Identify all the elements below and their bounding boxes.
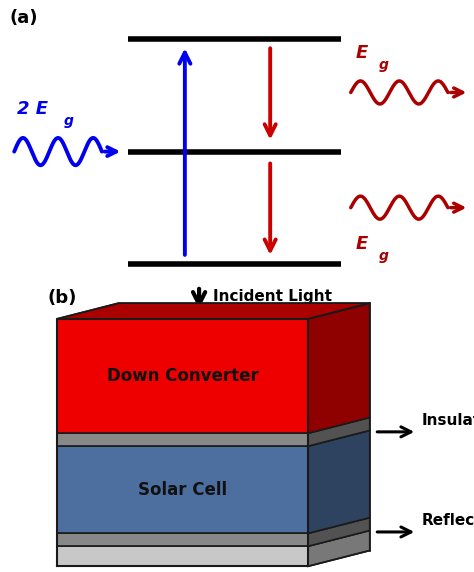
Text: E: E bbox=[356, 235, 368, 253]
Bar bbox=[57, 434, 308, 446]
Text: Incident Light: Incident Light bbox=[213, 288, 332, 304]
Text: g: g bbox=[64, 114, 74, 128]
Text: E: E bbox=[356, 44, 368, 62]
Text: g: g bbox=[379, 249, 389, 263]
Polygon shape bbox=[308, 303, 370, 434]
Text: 2 E: 2 E bbox=[17, 100, 47, 118]
Polygon shape bbox=[308, 418, 370, 446]
Text: Reflector: Reflector bbox=[422, 513, 474, 527]
Text: Insulator: Insulator bbox=[422, 412, 474, 428]
Text: Down Converter: Down Converter bbox=[107, 367, 258, 385]
Polygon shape bbox=[308, 430, 370, 533]
Bar bbox=[57, 319, 308, 434]
Bar bbox=[57, 533, 308, 546]
Polygon shape bbox=[308, 531, 370, 566]
Text: (a): (a) bbox=[9, 9, 38, 27]
Text: Solar Cell: Solar Cell bbox=[138, 481, 227, 499]
Text: (b): (b) bbox=[47, 289, 77, 307]
Polygon shape bbox=[57, 303, 370, 319]
Bar bbox=[57, 446, 308, 533]
Text: g: g bbox=[379, 58, 389, 72]
Bar bbox=[57, 546, 308, 566]
Polygon shape bbox=[308, 518, 370, 546]
